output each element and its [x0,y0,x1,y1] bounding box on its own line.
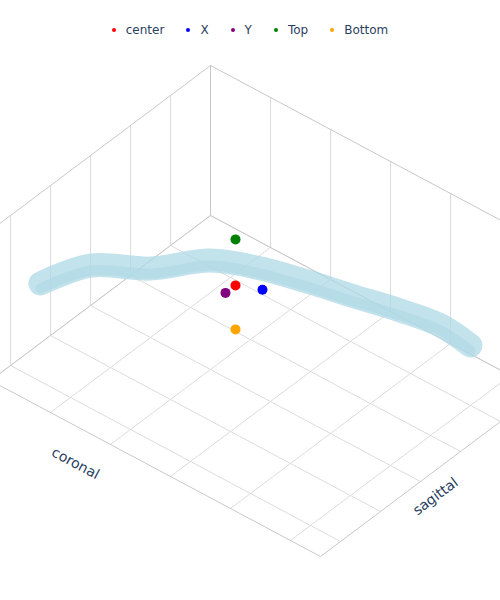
svg-text:coronal: coronal [49,444,102,482]
html-text:Top: Top [288,23,309,37]
html-text:X: X [200,23,209,37]
html-text:Bottom: Bottom [344,23,389,37]
svg-text:sagittal: sagittal [410,474,461,518]
html-text:center: center [125,23,165,37]
html-text:Y: Y [244,23,252,37]
